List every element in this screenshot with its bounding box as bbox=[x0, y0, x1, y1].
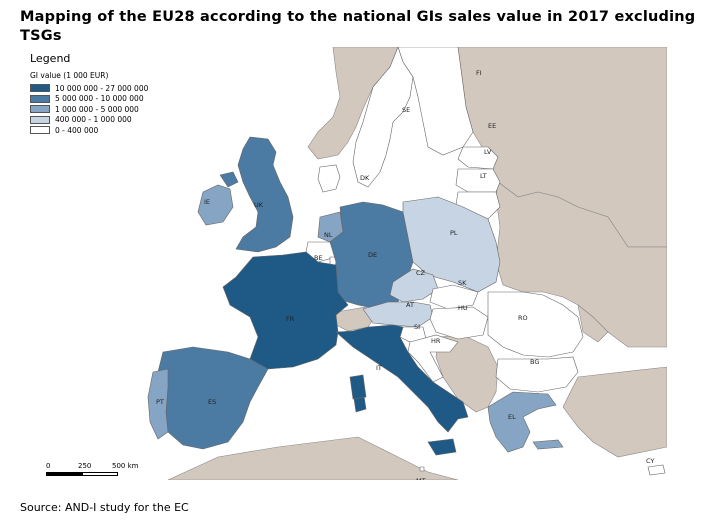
country-SE bbox=[352, 47, 414, 188]
country-BG bbox=[495, 356, 579, 393]
label-EL: EL bbox=[508, 413, 516, 421]
label-FI: FI bbox=[476, 69, 482, 77]
label-BG: BG bbox=[530, 358, 539, 366]
legend-swatch bbox=[30, 84, 50, 93]
label-AT: AT bbox=[406, 301, 414, 309]
legend-label: 1 000 000 - 5 000 000 bbox=[55, 104, 139, 114]
label-RO: RO bbox=[518, 314, 528, 322]
scale-bar-white bbox=[82, 472, 118, 476]
country-north-africa bbox=[167, 436, 459, 480]
label-FR: FR bbox=[286, 315, 295, 323]
label-CY: CY bbox=[646, 457, 654, 465]
country-CY bbox=[647, 464, 666, 476]
country-RO bbox=[487, 291, 584, 358]
country-SK bbox=[429, 284, 479, 310]
country-BE bbox=[305, 241, 337, 263]
scale-bar: 0 250 500 km bbox=[46, 462, 166, 482]
legend-swatch bbox=[30, 94, 50, 103]
legend-item: 5 000 000 - 10 000 000 bbox=[30, 94, 210, 105]
legend-label: 10 000 000 - 27 000 000 bbox=[55, 83, 149, 93]
country-HU bbox=[429, 306, 489, 340]
legend-classes: 10 000 000 - 27 000 000 5 000 000 - 10 00… bbox=[30, 83, 210, 136]
eu-map: FI SE EE LV LT DK IE UK NL BE DE PL CZ S… bbox=[147, 47, 667, 480]
scale-bar-black bbox=[46, 472, 82, 476]
country-MT bbox=[419, 466, 425, 472]
legend: Legend GI value (1 000 EUR) 10 000 000 -… bbox=[30, 52, 210, 136]
label-HU: HU bbox=[458, 304, 468, 312]
label-SK: SK bbox=[458, 279, 467, 287]
source-note: Source: AND-I study for the EC bbox=[20, 501, 189, 514]
country-HR bbox=[407, 334, 459, 383]
legend-item: 1 000 000 - 5 000 000 bbox=[30, 104, 210, 115]
legend-subtitle: GI value (1 000 EUR) bbox=[30, 71, 109, 80]
label-EE: EE bbox=[488, 122, 496, 130]
country-PT bbox=[147, 368, 169, 440]
legend-item: 400 000 - 1 000 000 bbox=[30, 115, 210, 126]
label-CZ: CZ bbox=[416, 269, 426, 277]
label-NL: NL bbox=[324, 231, 333, 239]
scale-tick-0: 0 bbox=[46, 462, 51, 470]
label-BE: BE bbox=[314, 254, 323, 262]
label-IE: IE bbox=[204, 198, 210, 206]
legend-label: 0 - 400 000 bbox=[55, 125, 99, 135]
label-DE: DE bbox=[368, 251, 377, 259]
country-LV bbox=[455, 168, 501, 193]
legend-item: 0 - 400 000 bbox=[30, 125, 210, 136]
label-UK: UK bbox=[254, 201, 264, 209]
scale-tick-500: 500 km bbox=[112, 462, 139, 470]
country-IE bbox=[197, 184, 234, 226]
label-MT: MT bbox=[416, 477, 426, 480]
label-IT: IT bbox=[376, 364, 382, 372]
country-MD bbox=[577, 304, 609, 343]
legend-swatch bbox=[30, 105, 50, 114]
country-PL bbox=[402, 196, 501, 293]
label-SI: SI bbox=[414, 323, 420, 331]
label-PL: PL bbox=[450, 229, 458, 237]
country-UK bbox=[219, 136, 294, 253]
label-SE: SE bbox=[402, 106, 410, 114]
legend-label: 400 000 - 1 000 000 bbox=[55, 115, 132, 125]
label-PT: PT bbox=[156, 398, 164, 406]
map-area: FI SE EE LV LT DK IE UK NL BE DE PL CZ S… bbox=[18, 47, 667, 480]
country-IT bbox=[335, 324, 469, 456]
country-AT bbox=[362, 301, 434, 328]
label-HR: HR bbox=[431, 337, 441, 345]
legend-item: 10 000 000 - 27 000 000 bbox=[30, 83, 210, 94]
label-LT: LT bbox=[480, 172, 487, 180]
country-EL bbox=[487, 391, 564, 453]
country-DK bbox=[317, 164, 341, 193]
label-ES: ES bbox=[208, 398, 216, 406]
label-LV: LV bbox=[484, 148, 492, 156]
country-TR bbox=[562, 366, 667, 458]
legend-title: Legend bbox=[30, 52, 71, 65]
label-DK: DK bbox=[360, 174, 370, 182]
country-CZ bbox=[389, 268, 439, 303]
legend-swatch bbox=[30, 126, 50, 135]
legend-label: 5 000 000 - 10 000 000 bbox=[55, 94, 144, 104]
map-title: Mapping of the EU28 according to the nat… bbox=[20, 9, 696, 44]
scale-tick-250: 250 bbox=[78, 462, 92, 470]
legend-swatch bbox=[30, 115, 50, 124]
